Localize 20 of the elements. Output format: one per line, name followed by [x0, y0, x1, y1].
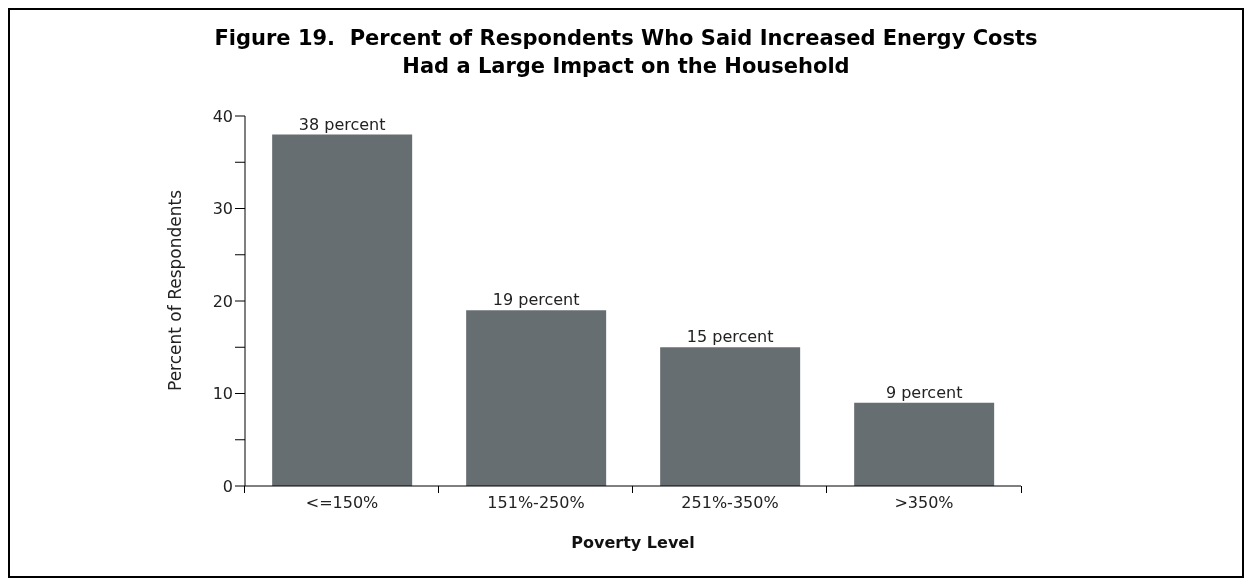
bar — [466, 310, 607, 486]
chart-title: Figure 19. Percent of Respondents Who Said Increased Energy Costs Had a Large Impact on the Household — [213, 25, 1039, 80]
bar — [272, 134, 413, 486]
bar — [660, 347, 801, 486]
y-axis-title: Percent of Respondents — [165, 189, 186, 391]
y-tick-label: 10 — [212, 384, 233, 404]
y-tick-label: 30 — [212, 199, 233, 219]
data-label: 9 percent — [885, 382, 963, 402]
x-tick-label: >350% — [894, 493, 954, 512]
x-tick-label: 151%-250% — [487, 493, 585, 512]
x-tick-label: 251%-350% — [681, 493, 779, 512]
y-tick-label: 0 — [222, 476, 233, 496]
y-tick-label: 20 — [212, 291, 233, 311]
x-axis-title: Poverty Level — [571, 533, 695, 552]
data-label: 38 percent — [298, 114, 386, 134]
data-label: 19 percent — [492, 290, 580, 310]
y-tick-label: 40 — [212, 106, 233, 126]
data-label: 15 percent — [686, 327, 774, 347]
x-tick-label: <=150% — [305, 493, 379, 512]
bar — [854, 402, 995, 486]
